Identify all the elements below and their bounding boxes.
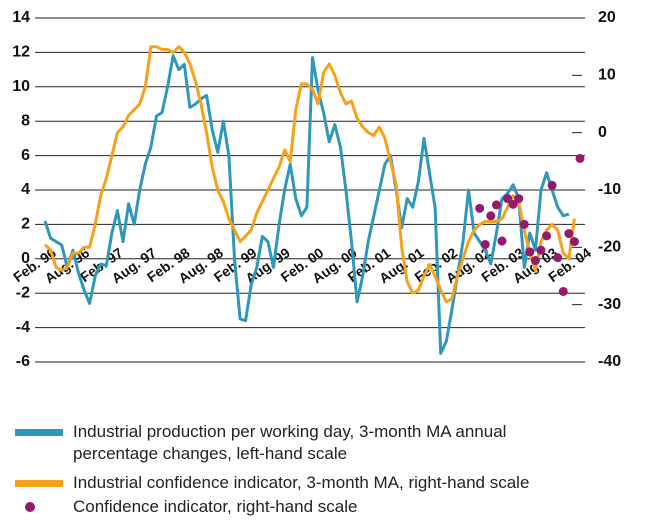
point [530, 256, 540, 266]
y-tick-label: -2 [16, 284, 30, 301]
y-tick-label: 6 [21, 147, 30, 164]
y-tick-label: 8 [21, 112, 30, 129]
legend-swatch [25, 502, 35, 512]
y-tick-label: 2 [21, 216, 30, 233]
series-line [43, 45, 576, 304]
y2-tick-label: 0 [598, 124, 607, 141]
series-line [43, 54, 570, 355]
point [519, 219, 529, 229]
point [575, 153, 585, 163]
y-tick-label: 10 [12, 78, 30, 95]
y2-tick-label: -10 [598, 181, 621, 198]
y2-tick-label: -30 [598, 296, 621, 313]
point [503, 194, 513, 204]
y2-tick-label: -40 [598, 353, 621, 370]
point [497, 236, 507, 246]
point [480, 239, 490, 249]
point [542, 231, 552, 241]
point [547, 180, 557, 190]
point [553, 253, 563, 263]
point [486, 211, 496, 221]
y-tick-label: 4 [21, 181, 30, 198]
point [514, 194, 524, 204]
y2-tick-label: 20 [598, 9, 616, 26]
legend-swatch [15, 480, 63, 487]
y-tick-label: -4 [16, 319, 30, 336]
y-tick-label: 0 [21, 250, 30, 267]
legend-label: Confidence indicator, right-hand scale [73, 497, 358, 516]
y-tick-label: -6 [16, 353, 30, 370]
legend-label: Industrial production per working day, 3… [73, 422, 507, 463]
point [491, 200, 501, 210]
point [569, 237, 579, 247]
point [564, 229, 574, 239]
point [508, 199, 518, 209]
point [475, 203, 485, 213]
legend-label: Industrial confidence indicator, 3-month… [73, 473, 530, 492]
legend-swatch [15, 429, 63, 436]
point [558, 286, 568, 296]
point [536, 245, 546, 255]
y2-tick-label: 10 [598, 67, 616, 84]
point [525, 247, 535, 257]
y-tick-label: 14 [12, 9, 30, 26]
y-tick-label: 12 [12, 44, 30, 61]
y2-tick-label: -20 [598, 239, 621, 256]
